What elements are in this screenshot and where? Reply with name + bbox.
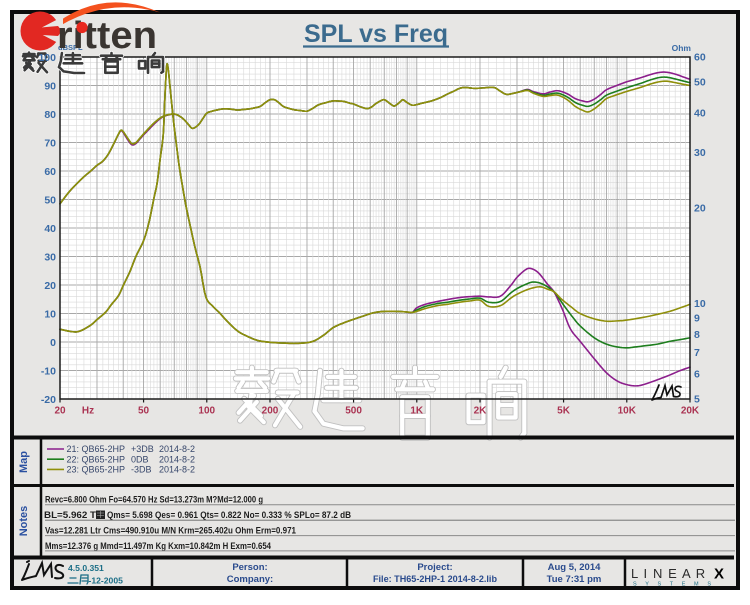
svg-text:Aug 5, 2014: Aug 5, 2014	[548, 562, 602, 573]
svg-text:9: 9	[694, 313, 700, 325]
svg-text:Person:: Person:	[232, 562, 267, 573]
svg-text:-3DB: -3DB	[131, 465, 152, 475]
svg-text:Revc=6.800 Ohm Fo=64.570 Hz: Revc=6.800 Ohm Fo=64.570 Hz Sd=13.273m M…	[45, 495, 263, 505]
svg-text:Mms=12.376 g Mmd=11.497m Kg: Mms=12.376 g Mmd=11.497m Kg Kxm=10.842m …	[45, 541, 271, 551]
svg-text:20K: 20K	[681, 406, 700, 417]
svg-text:Notes: Notes	[18, 506, 30, 537]
svg-text:Map: Map	[18, 451, 30, 473]
svg-text:ritten: ritten	[57, 15, 157, 57]
svg-text:Ohm: Ohm	[672, 43, 692, 53]
svg-text:5: 5	[694, 394, 700, 406]
svg-text:30: 30	[44, 251, 56, 263]
svg-text:4.5.0.351: 4.5.0.351	[68, 563, 104, 573]
svg-text:0DB: 0DB	[131, 454, 149, 464]
svg-text:60: 60	[694, 52, 706, 64]
svg-text:20: 20	[44, 280, 56, 292]
svg-text:22: QB65-2HP: 22: QB65-2HP	[67, 454, 126, 464]
svg-text:Company:: Company:	[227, 574, 273, 585]
svg-text:Qms= 5.698 Qes= 0.961 Qts= 0: Qms= 5.698 Qes= 0.961 Qts= 0.822 No= 0.3…	[107, 510, 351, 520]
svg-text:7: 7	[694, 347, 700, 359]
svg-text:100: 100	[198, 406, 215, 417]
svg-text:50: 50	[138, 406, 150, 417]
svg-text:6: 6	[694, 368, 700, 380]
svg-text:S Y S T E M S: S Y S T E M S	[633, 582, 711, 588]
svg-text:20: 20	[694, 203, 706, 215]
svg-text:100: 100	[38, 52, 56, 64]
svg-text:2014-8-2: 2014-8-2	[159, 444, 195, 454]
svg-text:500: 500	[345, 406, 362, 417]
svg-text:40: 40	[44, 223, 56, 235]
svg-text:Hz: Hz	[82, 406, 94, 417]
svg-text:80: 80	[44, 109, 56, 121]
svg-text:10K: 10K	[618, 406, 637, 417]
svg-text:1K: 1K	[410, 406, 424, 417]
svg-text:L I N E A R: L I N E A R	[631, 566, 706, 581]
svg-text:SPL vs Freq: SPL vs Freq	[304, 20, 448, 48]
svg-text:X: X	[714, 566, 724, 583]
svg-text:40: 40	[694, 107, 706, 119]
svg-text:10: 10	[694, 298, 706, 310]
svg-text:2K: 2K	[474, 406, 488, 417]
svg-text:23: QB65-2HP: 23: QB65-2HP	[67, 465, 126, 475]
svg-text:Vas=12.281 Ltr Cms=490.910u M: Vas=12.281 Ltr Cms=490.910u M/N Krm=265.…	[45, 526, 296, 536]
svg-text:0: 0	[50, 337, 56, 349]
svg-text:BL=5.962 T: BL=5.962 T	[44, 510, 97, 520]
svg-text:-20: -20	[41, 394, 56, 406]
svg-text:-10: -10	[41, 365, 56, 377]
svg-text:21: QB65-2HP: 21: QB65-2HP	[67, 444, 126, 454]
svg-text:2014-8-2: 2014-8-2	[159, 454, 195, 464]
svg-text:5K: 5K	[557, 406, 571, 417]
svg-text:30: 30	[694, 147, 706, 159]
svg-text:8: 8	[694, 329, 700, 341]
svg-text:2014-8-2: 2014-8-2	[159, 465, 195, 475]
svg-text:60: 60	[44, 166, 56, 178]
svg-text:90: 90	[44, 80, 56, 92]
svg-text:dBSPL: dBSPL	[58, 43, 83, 52]
svg-text:50: 50	[44, 194, 56, 206]
svg-text:200: 200	[262, 406, 279, 417]
svg-text:Tue 7:31 pm: Tue 7:31 pm	[547, 574, 602, 585]
svg-text:50: 50	[694, 77, 706, 89]
svg-text:-12-2005: -12-2005	[89, 576, 124, 586]
svg-text:+3DB: +3DB	[131, 444, 154, 454]
svg-text:Project:: Project:	[417, 562, 452, 573]
svg-text:10: 10	[44, 308, 56, 320]
svg-text:20: 20	[54, 406, 66, 417]
svg-text:70: 70	[44, 137, 56, 149]
svg-text:File: TH65-2HP-1 2014-8-2.li: File: TH65-2HP-1 2014-8-2.lib	[373, 574, 497, 585]
